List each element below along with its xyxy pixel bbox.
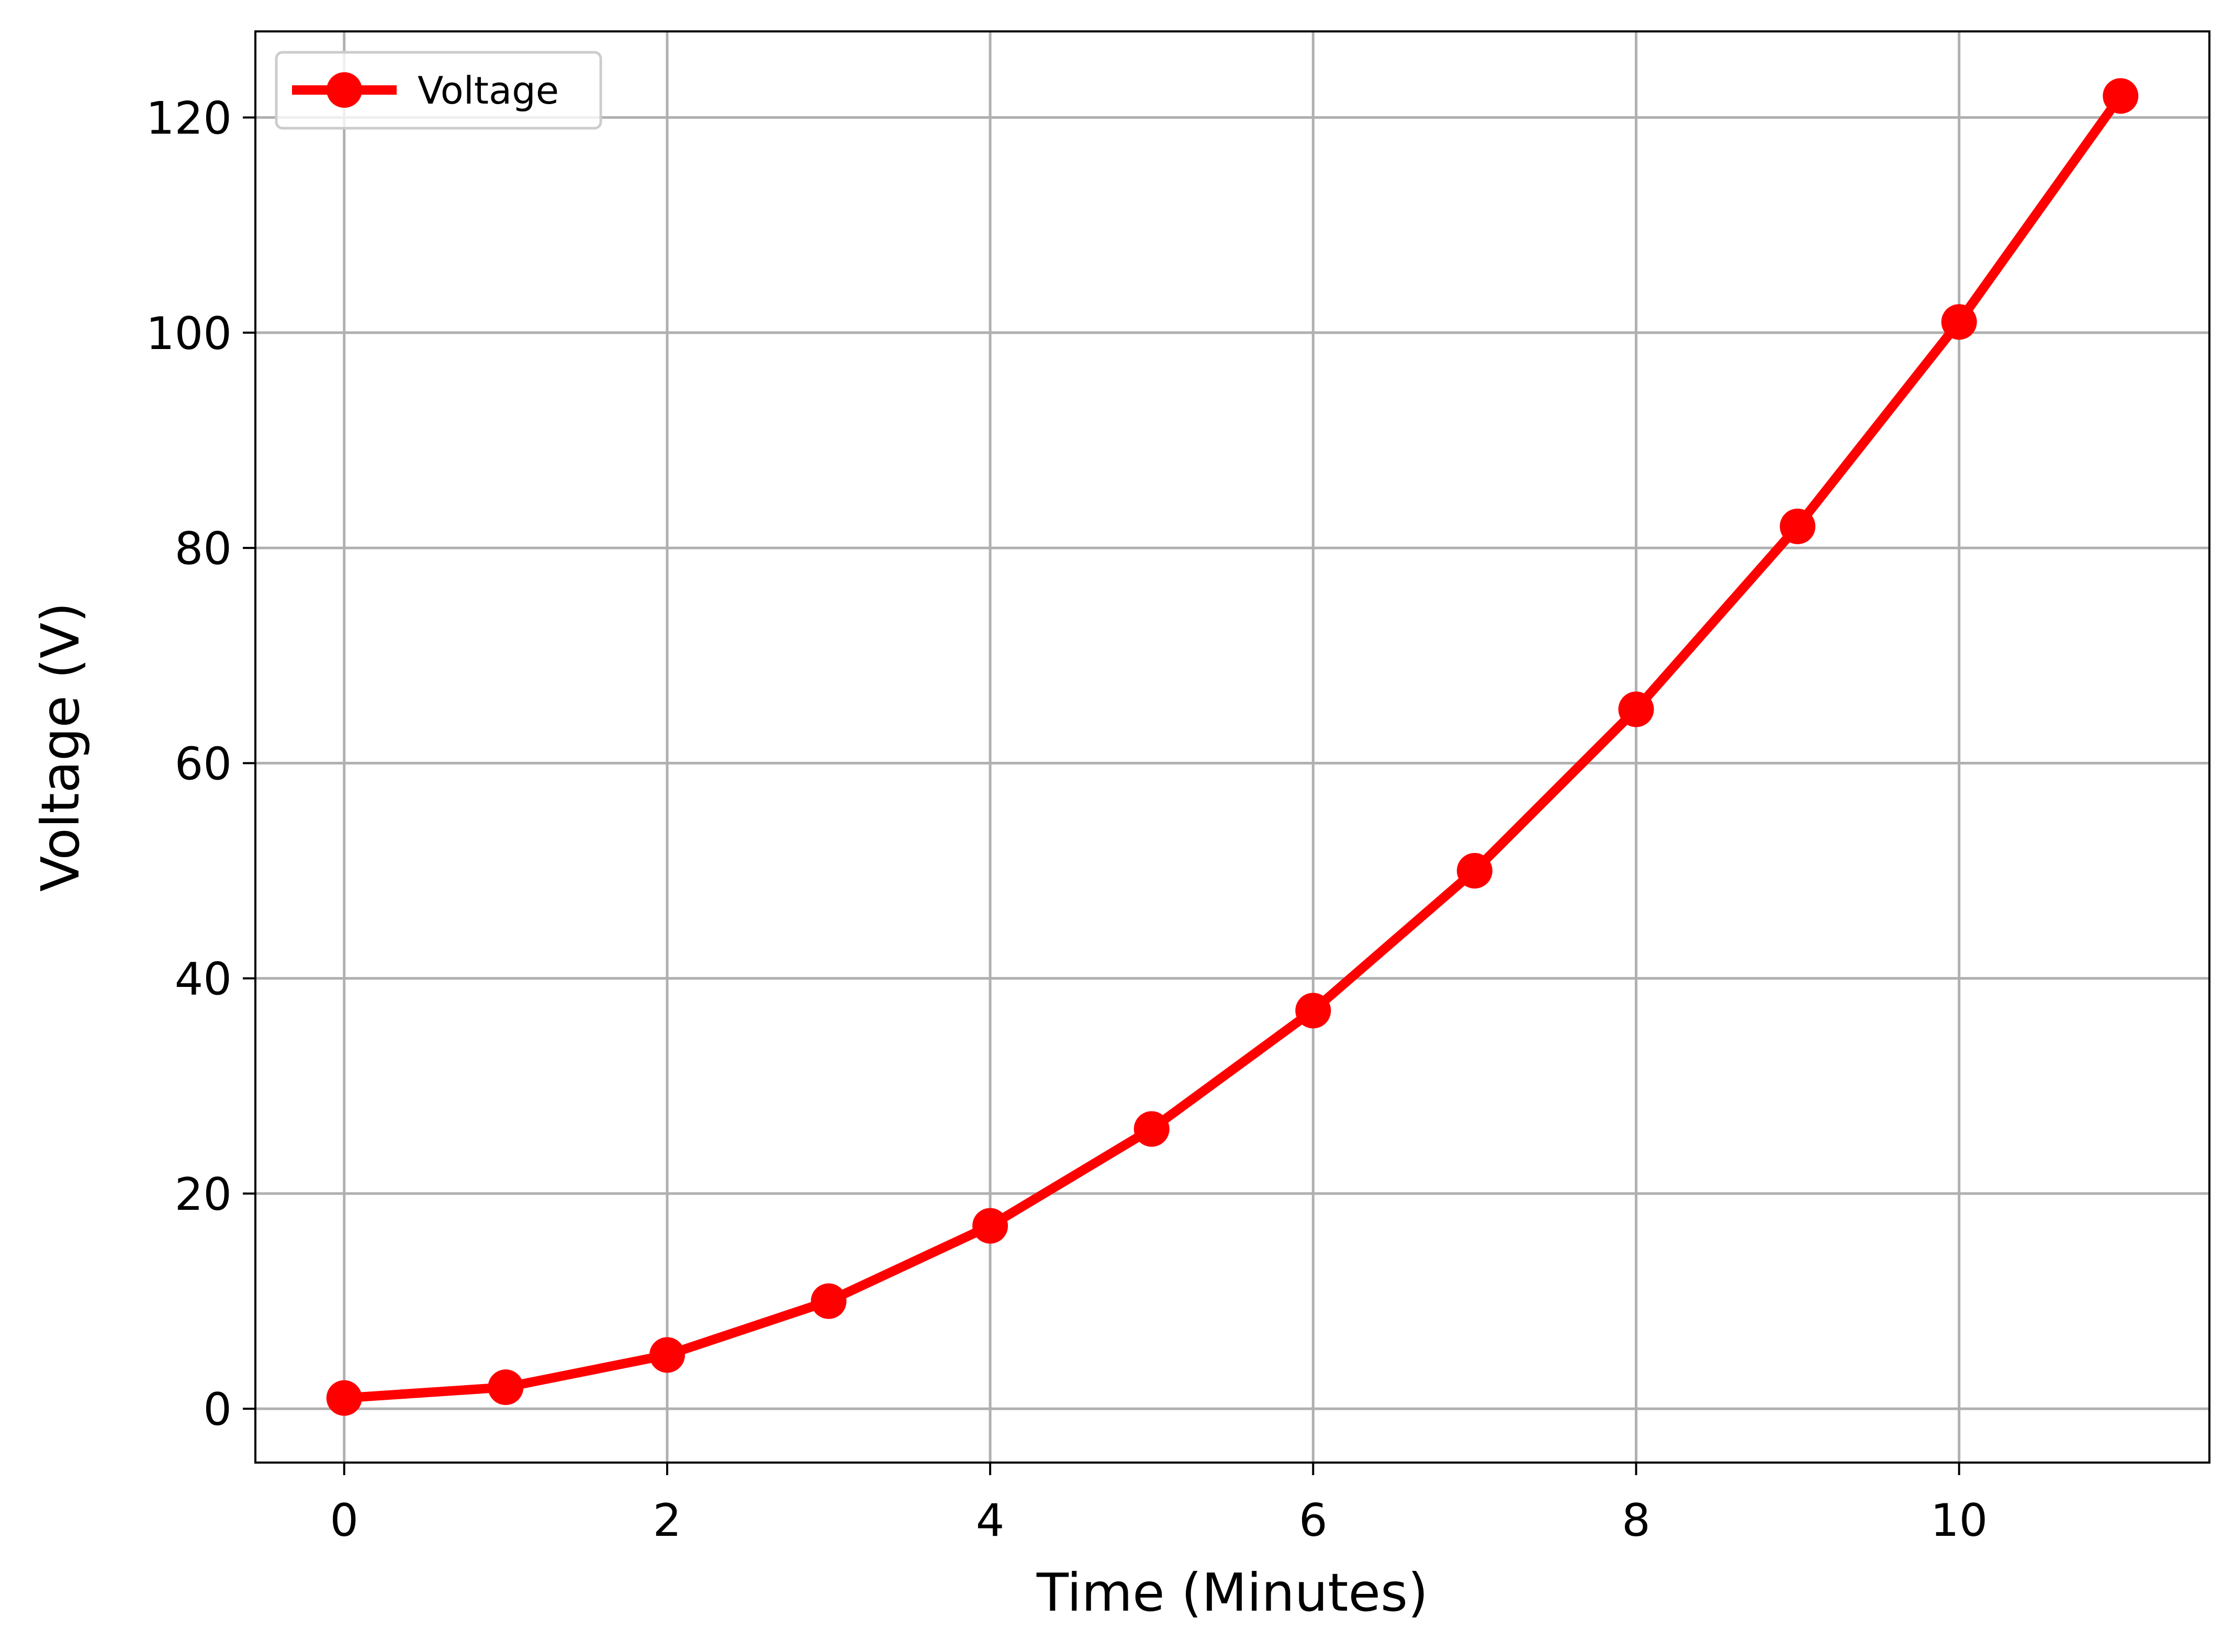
data-point	[2103, 78, 2139, 114]
data-point	[488, 1369, 524, 1406]
legend-marker	[327, 72, 362, 108]
grid	[255, 31, 2209, 1463]
series-line	[339, 91, 2126, 1403]
x-tick-label: 4	[976, 1494, 1005, 1547]
x-tick-label: 0	[330, 1494, 358, 1547]
legend-label: Voltage	[418, 69, 559, 113]
plot-frame	[254, 30, 2210, 1464]
y-tick-label: 80	[175, 523, 232, 575]
x-tick-label: 2	[653, 1494, 682, 1547]
x-tick-label: 6	[1299, 1494, 1328, 1547]
x-tick-label: 10	[1930, 1494, 1988, 1547]
x-tick-label: 8	[1622, 1494, 1651, 1547]
data-point	[972, 1208, 1008, 1244]
data-point	[1456, 852, 1492, 889]
y-tick-label: 60	[175, 738, 232, 790]
series-layer	[326, 78, 2139, 1416]
data-point	[1295, 993, 1331, 1029]
y-tick-label: 40	[175, 953, 232, 1006]
y-tick-label: 100	[146, 308, 232, 360]
y-tick-label: 20	[175, 1168, 232, 1221]
data-point	[649, 1337, 685, 1373]
data-point	[811, 1283, 847, 1319]
data-point	[326, 1380, 362, 1416]
data-point	[1780, 508, 1816, 544]
data-point	[1941, 304, 1977, 340]
data-point	[1133, 1111, 1170, 1147]
y-tick-label: 120	[146, 93, 232, 145]
y-tick-label: 0	[203, 1384, 232, 1436]
legend-box	[275, 51, 602, 130]
data-point	[1618, 691, 1654, 727]
x-axis-title: Time (Minutes)	[1036, 1562, 1428, 1623]
legend: Voltage	[275, 51, 602, 130]
y-axis-title: Voltage (V)	[30, 602, 91, 892]
